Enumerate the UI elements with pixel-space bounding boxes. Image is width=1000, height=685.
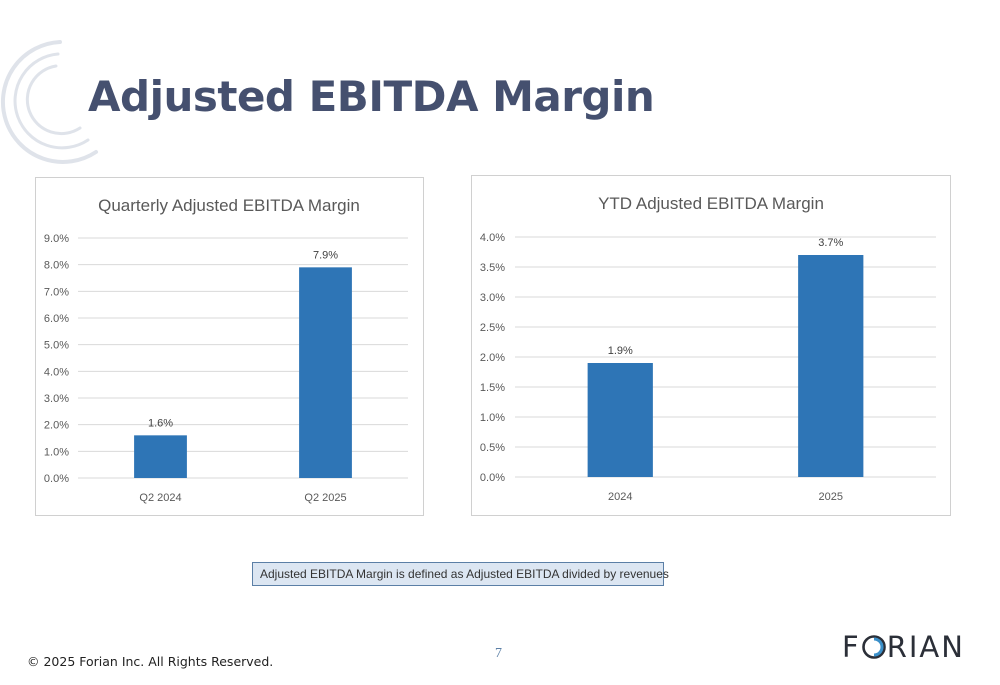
y-tick-label: 4.0% — [480, 232, 505, 244]
ytd-margin-chart: YTD Adjusted EBITDA Margin 0.0% 0.5% 1.0% 1.… — [471, 175, 951, 516]
y-tick-label: 2.0% — [480, 352, 505, 364]
copyright-footer: © 2025 Forian Inc. All Rights Reserved. — [27, 654, 274, 669]
bar — [587, 363, 653, 477]
y-tick-label: 8.0% — [44, 260, 69, 272]
data-label: 1.6% — [148, 417, 173, 429]
data-label: 3.7% — [818, 237, 843, 249]
data-label: 7.9% — [313, 249, 338, 261]
ytd-margin-chart-svg: YTD Adjusted EBITDA Margin 0.0% 0.5% 1.0% 1.… — [480, 194, 936, 503]
chart-title: Quarterly Adjusted EBITDA Margin — [98, 196, 360, 215]
y-tick-label: 0.0% — [480, 472, 505, 484]
x-category-label: 2024 — [608, 491, 632, 503]
y-tick-label: 3.0% — [480, 292, 505, 304]
bar — [798, 255, 864, 477]
y-tick-label: 0.0% — [44, 473, 69, 485]
chart-title: YTD Adjusted EBITDA Margin — [598, 194, 824, 213]
logo-o-mark-icon — [861, 635, 886, 659]
y-tick-label: 9.0% — [44, 233, 69, 245]
y-tick-label: 1.0% — [480, 412, 505, 424]
quarterly-margin-chart: Quarterly Adjusted EBITDA Margin 0.0% 1.0%… — [35, 177, 424, 516]
page-number: 7 — [495, 646, 502, 661]
logo-text-start: F — [842, 630, 861, 664]
y-tick-label: 5.0% — [44, 340, 69, 352]
forian-logo: F RIAN — [842, 630, 965, 664]
y-tick-label: 4.0% — [44, 366, 69, 378]
x-category-label: 2025 — [819, 491, 843, 503]
circle-logo-watermark — [1, 40, 98, 164]
bar — [299, 267, 352, 478]
data-label: 1.9% — [608, 345, 633, 357]
y-tick-label: 2.0% — [44, 420, 69, 432]
y-tick-label: 1.5% — [480, 382, 505, 394]
y-tick-label: 2.5% — [480, 322, 505, 334]
y-tick-label: 1.0% — [44, 446, 69, 458]
x-category-label: Q2 2025 — [304, 492, 346, 504]
y-tick-label: 3.0% — [44, 393, 69, 405]
x-category-label: Q2 2024 — [139, 492, 181, 504]
definition-note: Adjusted EBITDA Margin is defined as Adj… — [252, 562, 669, 586]
y-tick-label: 3.5% — [480, 262, 505, 274]
y-tick-label: 0.5% — [480, 442, 505, 454]
bar — [134, 435, 187, 478]
page-title: Adjusted EBITDA Margin — [88, 72, 655, 121]
y-tick-label: 7.0% — [44, 286, 69, 298]
y-tick-label: 6.0% — [44, 313, 69, 325]
quarterly-margin-chart-svg: Quarterly Adjusted EBITDA Margin 0.0% 1.0%… — [44, 196, 408, 504]
logo-text-end: RIAN — [886, 630, 965, 664]
